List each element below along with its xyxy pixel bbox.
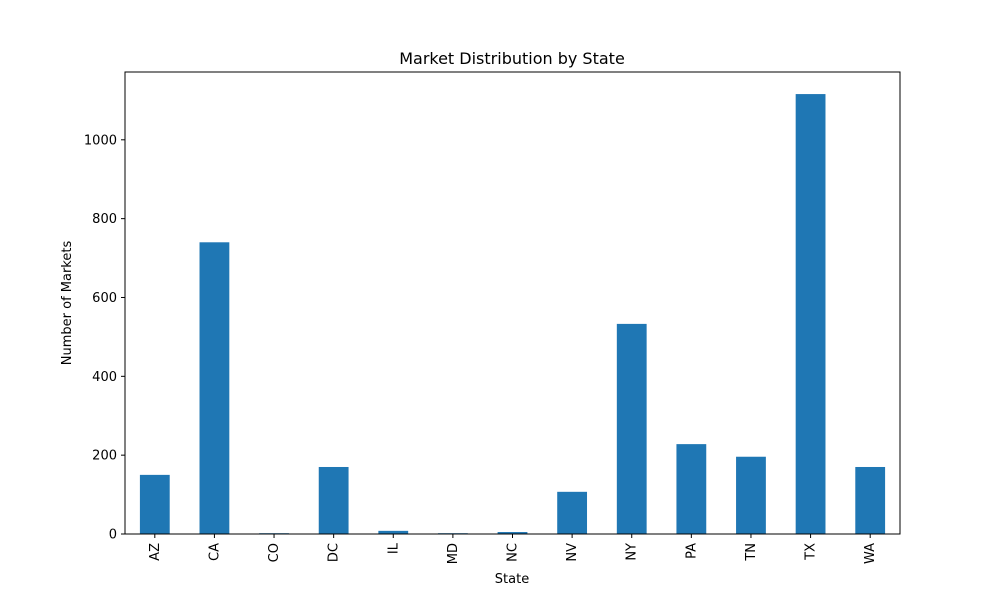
x-tick-label-ny: NY [625, 543, 640, 561]
bar-dc [318, 466, 349, 534]
bar-az [139, 474, 170, 534]
bar-ny [616, 323, 647, 534]
y-axis-label: Number of Markets [60, 241, 75, 366]
y-axis: 0 200 400 600 800 1000 [84, 133, 125, 543]
bar-pa [676, 444, 707, 534]
x-tick-label-tn: TN [744, 543, 759, 562]
x-tick-label-wa: WA [863, 543, 878, 564]
x-tick-label-az: AZ [148, 543, 163, 561]
x-tick-label-tx: TX [804, 543, 819, 561]
plot-frame [124, 71, 901, 535]
x-axis: AZ CA CO DC IL MD NC NV NY PA TN TX WA [148, 534, 878, 564]
y-tick-label-1000: 1000 [84, 133, 117, 148]
x-axis-label: State [495, 572, 529, 587]
bar-ca [199, 242, 230, 534]
x-tick-label-il: IL [386, 542, 401, 554]
y-tick-label-200: 200 [92, 449, 117, 464]
bar-tx [795, 94, 826, 535]
x-tick-label-co: CO [267, 543, 282, 562]
bars-group [139, 94, 886, 535]
bar-nv [557, 491, 588, 534]
bar-tn [736, 456, 766, 534]
bar-il [378, 530, 409, 534]
bar-nc [497, 532, 528, 534]
y-tick-label-400: 400 [92, 370, 117, 385]
x-tick-label-nv: NV [565, 543, 580, 562]
y-tick-label-0: 0 [109, 528, 117, 543]
x-tick-label-pa: PA [684, 543, 699, 559]
x-tick-label-ca: CA [207, 543, 222, 561]
y-tick-label-800: 800 [92, 212, 117, 227]
chart-title: Market Distribution by State [399, 49, 625, 68]
y-tick-label-600: 600 [92, 291, 117, 306]
x-tick-label-dc: DC [327, 543, 342, 562]
x-tick-label-nc: NC [506, 543, 521, 562]
bar-wa [855, 466, 886, 534]
x-tick-label-md: MD [446, 543, 461, 564]
